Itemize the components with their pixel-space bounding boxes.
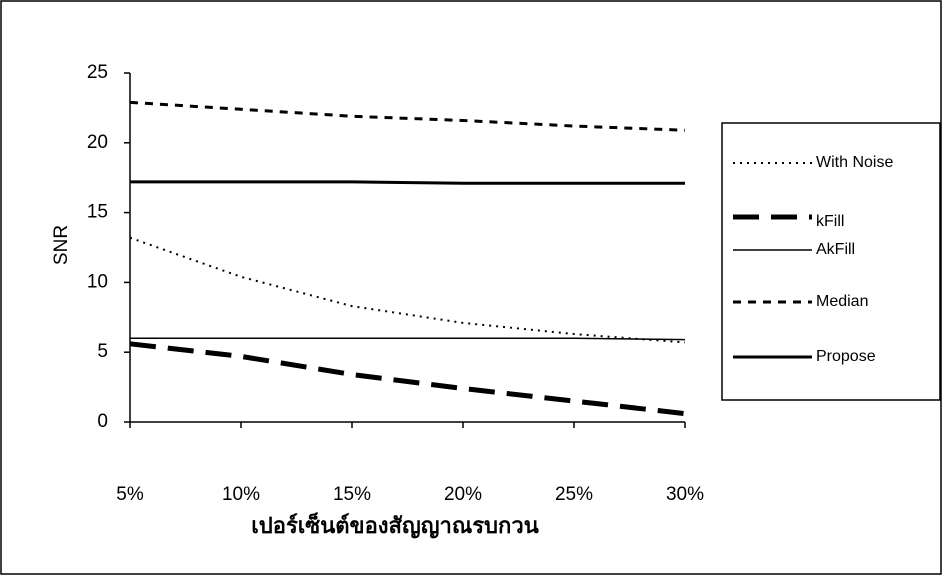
legend-label: AkFill xyxy=(816,241,855,258)
legend-label: With Noise xyxy=(816,154,893,171)
series-line xyxy=(130,180,685,185)
series-line xyxy=(129,236,686,344)
y-axis-label: SNR xyxy=(51,225,72,265)
series-line xyxy=(129,100,686,132)
x-tick-label: 15% xyxy=(333,484,371,505)
y-tick-label: 15 xyxy=(87,202,108,223)
legend-label: kFill xyxy=(816,213,844,230)
legend: With Noise kFill AkFill Median Propose xyxy=(733,154,893,365)
y-tick-label: 25 xyxy=(87,62,108,83)
series-line xyxy=(130,337,686,341)
y-tick-label: 10 xyxy=(87,271,108,292)
x-tick-label: 10% xyxy=(222,484,260,505)
legend-label: Propose xyxy=(816,348,876,365)
series-line xyxy=(129,341,686,417)
x-tick-label: 25% xyxy=(555,484,593,505)
x-tick-label: 20% xyxy=(444,484,482,505)
legend-box xyxy=(721,122,941,401)
y-tick-label: 20 xyxy=(87,132,108,153)
y-tick-label: 0 xyxy=(97,411,108,432)
legend-label: Median xyxy=(816,293,868,310)
x-tick-label: 5% xyxy=(116,484,144,505)
x-tick-label: 30% xyxy=(666,484,704,505)
y-tick-label: 5 xyxy=(97,341,108,362)
x-axis-label: เปอร์เซ็นต์ของสัญญาณรบกวน xyxy=(251,511,538,539)
